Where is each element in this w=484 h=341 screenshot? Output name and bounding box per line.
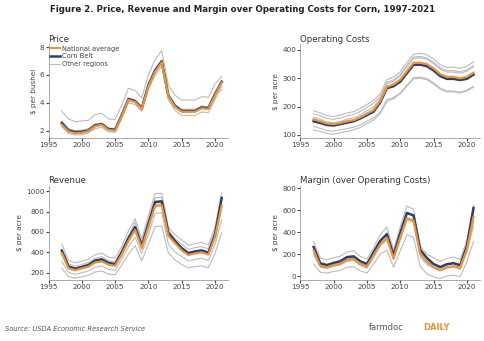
Text: Margin (over Operating Costs): Margin (over Operating Costs) <box>300 177 430 186</box>
Legend: National average, Corn Belt, Other regions: National average, Corn Belt, Other regio… <box>50 46 120 67</box>
Y-axis label: $ per bushel: $ per bushel <box>31 69 37 114</box>
Text: Operating Costs: Operating Costs <box>300 34 369 44</box>
Y-axis label: $ per acre: $ per acre <box>17 214 23 251</box>
Text: farmdoc: farmdoc <box>368 324 403 332</box>
Text: Price: Price <box>48 34 69 44</box>
Y-axis label: $ per acre: $ per acre <box>273 214 279 251</box>
Text: Revenue: Revenue <box>48 177 86 186</box>
Text: Figure 2. Price, Revenue and Margin over Operating Costs for Corn, 1997-2021: Figure 2. Price, Revenue and Margin over… <box>50 5 434 14</box>
Y-axis label: $ per acre: $ per acre <box>273 73 279 109</box>
Text: Source: USDA Economic Research Service: Source: USDA Economic Research Service <box>5 326 145 332</box>
Text: DAILY: DAILY <box>422 324 449 332</box>
